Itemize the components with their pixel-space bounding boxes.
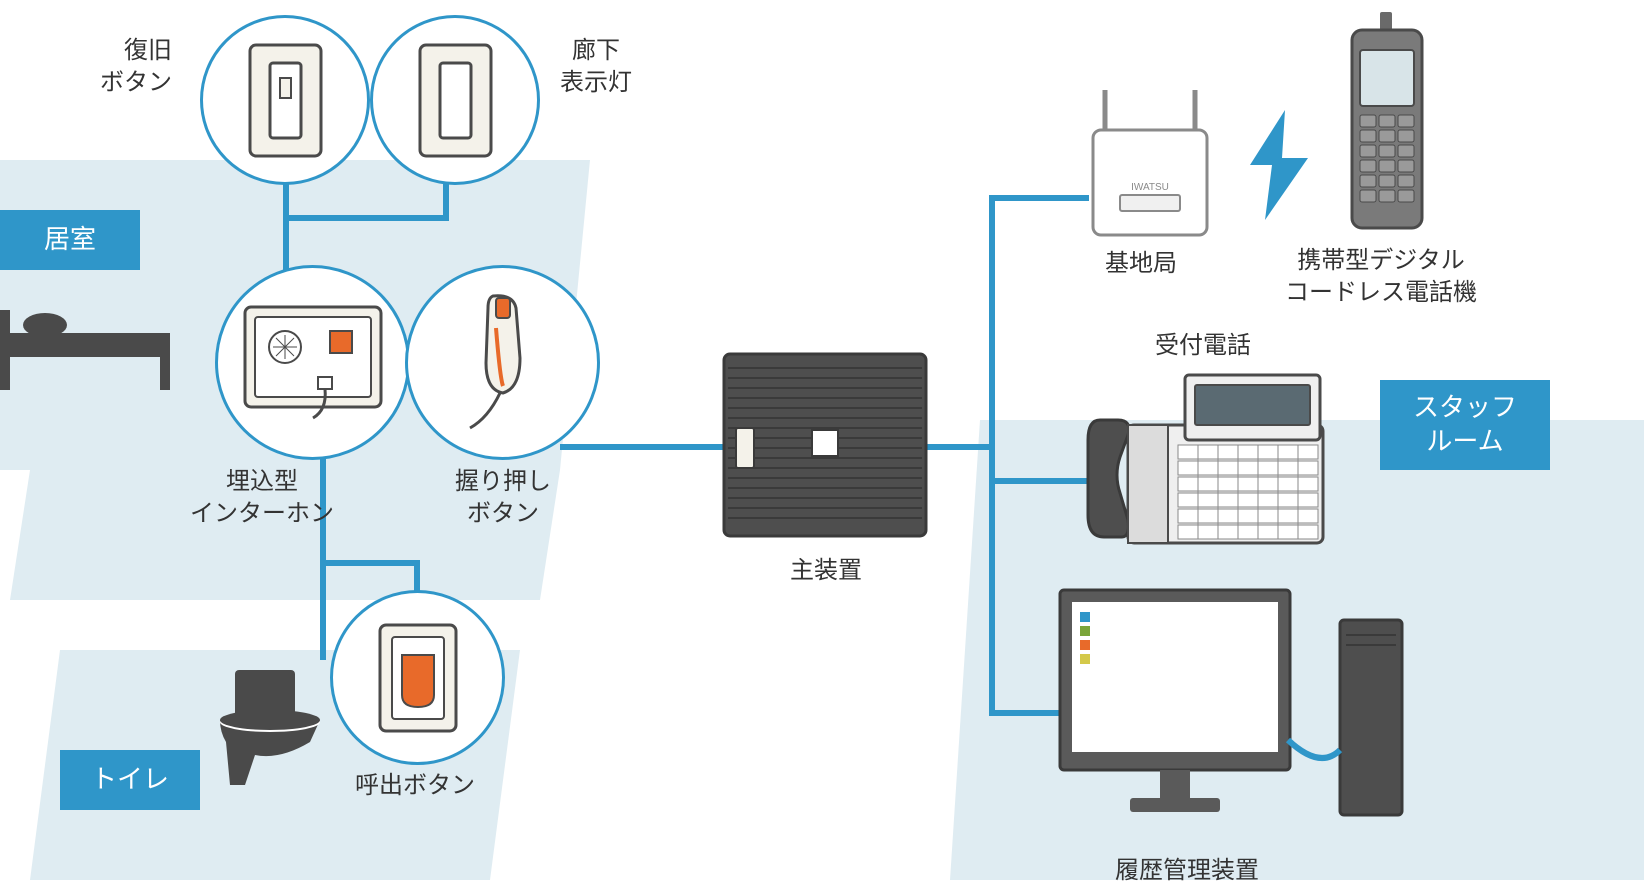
label-call: 呼出ボタン [355, 770, 475, 802]
area-label-text: 居室 [44, 223, 96, 257]
conn-grip-main [560, 444, 730, 450]
label-base: 基地局 [1105, 248, 1177, 280]
area-label-text: ルーム [1426, 425, 1503, 459]
reset-button-icon [248, 43, 323, 158]
conn-history [989, 710, 1059, 716]
node-grip-button [405, 265, 600, 460]
conn-intercom-call [320, 430, 326, 660]
label-line: 握り押し [455, 466, 551, 498]
main-unit-icon [720, 350, 930, 545]
call-button-icon [378, 623, 458, 733]
area-label-text: スタッフ [1413, 391, 1517, 425]
conn-right-vert [989, 195, 995, 715]
conn-top-join [283, 215, 449, 221]
lightning-icon [1230, 110, 1325, 220]
hall-light-icon [418, 43, 493, 158]
label-reception: 受付電話 [1155, 330, 1251, 362]
label-cordless: 携帯型デジタル コードレス電話機 [1285, 245, 1477, 310]
label-line: 呼出ボタン [355, 772, 475, 799]
label-reset: 復旧 ボタン [100, 35, 172, 100]
reception-phone-icon [1070, 365, 1330, 555]
label-grip: 握り押し ボタン [455, 466, 551, 531]
intercom-icon [243, 305, 383, 420]
toilet-icon [210, 660, 330, 790]
label-line: 廊下 [560, 35, 632, 67]
label-history: 履歴管理装置 [1115, 855, 1259, 887]
area-label-kyoshitsu: 居室 [0, 210, 140, 270]
grip-button-icon [458, 288, 548, 438]
label-line: 復旧 [100, 35, 172, 67]
label-line: 主装置 [790, 557, 862, 584]
area-label-toilet: トイレ [60, 750, 200, 810]
area-label-staffroom: スタッフ ルーム [1380, 380, 1550, 470]
bed-icon [0, 285, 170, 405]
conn-main-right [920, 444, 995, 450]
label-main-unit: 主装置 [790, 555, 862, 587]
cordless-phone-icon [1340, 10, 1435, 235]
label-line: 履歴管理装置 [1115, 857, 1259, 884]
label-line: 基地局 [1105, 250, 1177, 277]
node-call-button [330, 590, 505, 765]
label-line: インターホン [190, 498, 334, 530]
history-unit-icon [1050, 580, 1410, 850]
conn-base [989, 195, 1089, 201]
label-line: ボタン [100, 67, 172, 99]
label-line: 受付電話 [1155, 332, 1251, 359]
label-line: 埋込型 [190, 466, 334, 498]
label-line: 携帯型デジタル [1285, 245, 1477, 277]
conn-intercom-call-h [320, 560, 420, 566]
label-intercom: 埋込型 インターホン [190, 466, 334, 531]
base-station-icon: IWATSU [1075, 80, 1225, 240]
label-hall: 廊下 表示灯 [560, 35, 632, 100]
node-hall-light [370, 15, 540, 185]
svg-text:IWATSU: IWATSU [1131, 182, 1169, 193]
area-label-text: トイレ [91, 763, 169, 797]
label-line: コードレス電話機 [1285, 277, 1477, 309]
label-line: 表示灯 [560, 67, 632, 99]
label-line: ボタン [455, 498, 551, 530]
node-intercom [215, 265, 410, 460]
node-reset-button [200, 15, 370, 185]
